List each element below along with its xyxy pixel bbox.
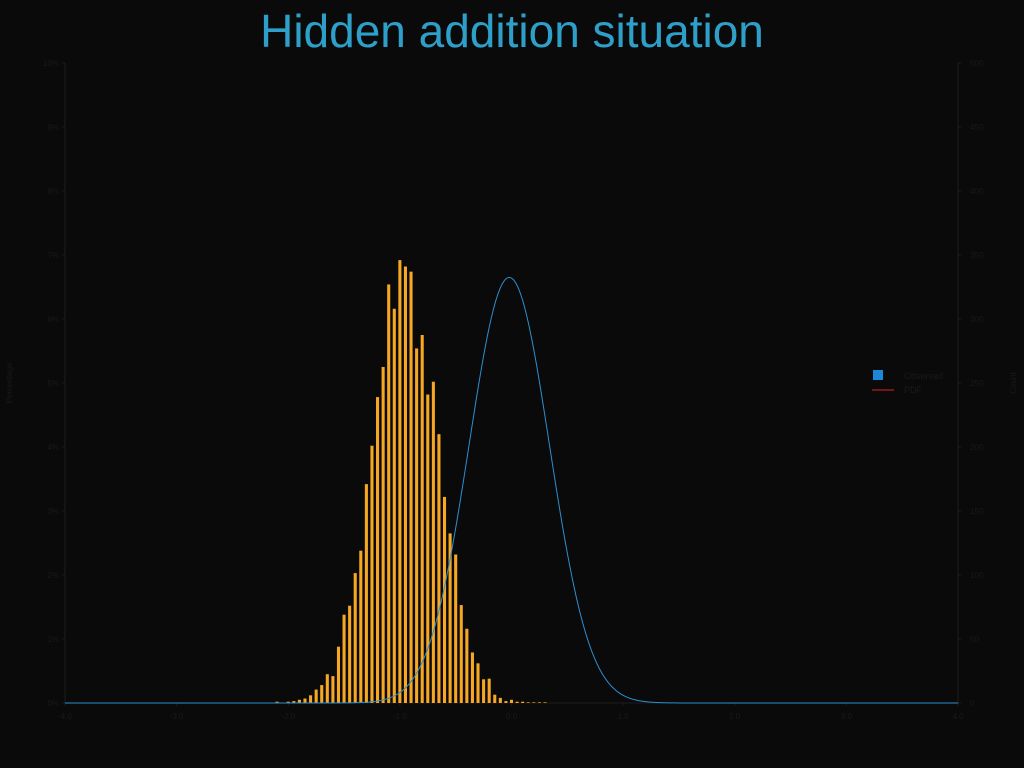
x-tick-label: 2.0 bbox=[729, 712, 741, 721]
histogram-bar bbox=[415, 348, 419, 703]
y-tick-label: 8% bbox=[47, 187, 59, 196]
histogram-bar bbox=[403, 266, 407, 703]
chart-title: Hidden addition situation bbox=[260, 5, 764, 57]
x-tick-label: 4.0 bbox=[952, 712, 964, 721]
histogram-bar bbox=[314, 689, 318, 703]
legend-pdf-label: PDF bbox=[904, 385, 923, 395]
y-tick-label: 10% bbox=[43, 59, 59, 68]
histogram-bar bbox=[537, 702, 541, 703]
histogram-bar bbox=[325, 674, 329, 703]
pdf-curve bbox=[65, 276, 958, 704]
histogram-bar bbox=[504, 701, 508, 703]
histogram-bar bbox=[470, 652, 474, 703]
x-tick-label: 3.0 bbox=[841, 712, 853, 721]
histogram-bar bbox=[431, 381, 435, 703]
y2-axis-label: Count bbox=[1009, 372, 1018, 394]
histogram-bar bbox=[320, 685, 324, 703]
histogram-bar bbox=[493, 694, 497, 703]
y-tick-label: 0% bbox=[47, 699, 59, 708]
y2-tick-label: 250 bbox=[970, 379, 984, 388]
histogram-bar bbox=[342, 614, 346, 703]
y-tick-label: 6% bbox=[47, 315, 59, 324]
y-tick-label: 1% bbox=[47, 635, 59, 644]
histogram-bar bbox=[286, 701, 290, 703]
histogram-bar bbox=[437, 434, 441, 703]
histogram-bar bbox=[482, 679, 486, 703]
y2-tick-label: 0 bbox=[970, 699, 975, 708]
histogram-bar bbox=[487, 678, 491, 703]
y2-tick-label: 350 bbox=[970, 251, 984, 260]
histogram-bar bbox=[381, 367, 385, 703]
histogram-bar bbox=[532, 702, 536, 703]
y2-tick-label: 500 bbox=[970, 59, 984, 68]
histogram-bar bbox=[476, 663, 480, 703]
histogram-bar bbox=[509, 699, 514, 703]
y2-tick-label: 300 bbox=[970, 315, 984, 324]
legend-observed-label: Observed bbox=[904, 371, 943, 381]
x-tick-label: 1.0 bbox=[618, 712, 630, 721]
histogram-bar bbox=[387, 284, 391, 703]
y2-tick-label: 200 bbox=[970, 443, 984, 452]
histogram-bar bbox=[364, 484, 368, 703]
y-tick-label: 2% bbox=[47, 571, 59, 580]
histogram-bar bbox=[398, 260, 402, 703]
histogram-bar bbox=[526, 702, 530, 703]
histogram-bar bbox=[392, 308, 396, 703]
x-tick-label: -3.0 bbox=[170, 712, 184, 721]
histogram-bar bbox=[420, 335, 424, 703]
y2-tick-label: 400 bbox=[970, 187, 984, 196]
histogram-bar bbox=[498, 697, 502, 703]
histogram-bar bbox=[442, 496, 447, 703]
histogram-bar bbox=[353, 573, 357, 703]
histogram-bar bbox=[359, 550, 363, 703]
histogram-bar bbox=[297, 699, 301, 703]
histogram-bar bbox=[426, 394, 430, 703]
histogram-bar bbox=[515, 701, 519, 703]
histogram-bar bbox=[348, 605, 352, 703]
histogram-bar bbox=[459, 605, 463, 703]
histogram-bar bbox=[543, 702, 547, 703]
y2-tick-label: 50 bbox=[970, 635, 979, 644]
legend-observed-swatch bbox=[873, 370, 883, 380]
histogram-bar bbox=[275, 701, 279, 703]
histogram-bar bbox=[331, 676, 335, 703]
x-tick-label: -1.0 bbox=[393, 712, 407, 721]
histogram-bar bbox=[309, 695, 313, 703]
histogram-bar bbox=[454, 554, 458, 703]
histogram-bar bbox=[303, 698, 307, 703]
histogram-bar bbox=[336, 646, 341, 703]
x-tick-label: 0.0 bbox=[506, 712, 518, 721]
histogram-bar bbox=[448, 533, 452, 703]
histogram-bar bbox=[465, 628, 469, 703]
y-tick-label: 3% bbox=[47, 507, 59, 516]
histogram-bar bbox=[409, 271, 413, 703]
y-tick-label: 7% bbox=[47, 251, 59, 260]
y-axis-label: Percentage bbox=[5, 362, 14, 403]
y-tick-label: 9% bbox=[47, 123, 59, 132]
x-tick-label: -4.0 bbox=[58, 712, 72, 721]
x-tick-label: -2.0 bbox=[281, 712, 295, 721]
histogram-bar bbox=[370, 445, 374, 703]
histogram-bar bbox=[521, 701, 525, 703]
y2-tick-label: 150 bbox=[970, 507, 984, 516]
histogram-bar bbox=[376, 397, 380, 703]
y-tick-label: 5% bbox=[47, 379, 59, 388]
y2-tick-label: 100 bbox=[970, 571, 984, 580]
histogram-bar bbox=[292, 701, 296, 703]
y2-tick-label: 450 bbox=[970, 123, 984, 132]
y-tick-label: 4% bbox=[47, 443, 59, 452]
